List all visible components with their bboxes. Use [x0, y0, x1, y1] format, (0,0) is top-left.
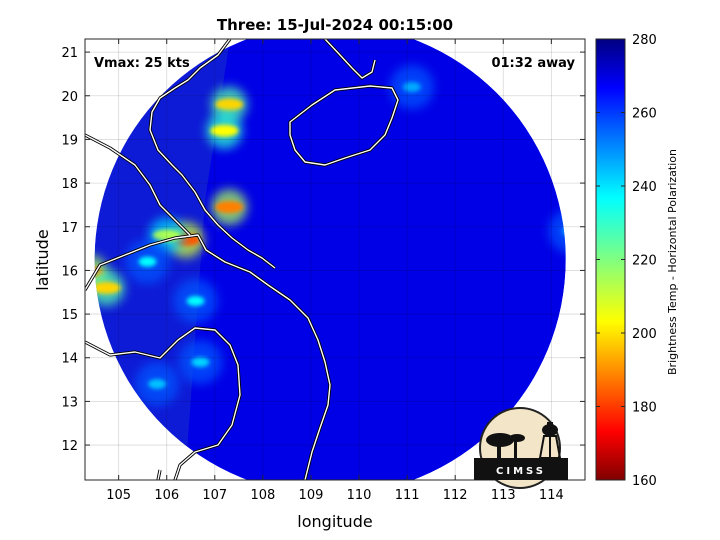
feature-point — [402, 82, 421, 93]
feature-point — [215, 201, 244, 214]
x-tick-label: 107 — [202, 488, 227, 503]
cimss-logo: CIMSS — [474, 407, 568, 489]
x-tick-label: 106 — [154, 488, 179, 503]
feature-point — [210, 124, 239, 137]
colorbar: 160 180 200 220 240 260 280 Brightness Temp - … — [595, 33, 679, 489]
y-tick-label: 15 — [61, 308, 78, 323]
vmax-annotation: Vmax: 25 kts — [94, 56, 190, 71]
feature-point — [215, 98, 244, 111]
feature-point — [148, 378, 167, 389]
feature-point — [138, 256, 157, 267]
colorbar-tick-label: 200 — [632, 327, 657, 342]
x-tick-label: 111 — [395, 488, 420, 503]
x-tick-label: 114 — [539, 488, 564, 503]
colorbar-tick-label: 160 — [632, 474, 657, 489]
x-tick-label: 110 — [347, 488, 372, 503]
x-tick-label: 113 — [491, 488, 516, 503]
colorbar-gradient — [595, 38, 626, 481]
x-ticks: 105 106 107 108 109 110 111 112 113 114 — [106, 39, 564, 503]
y-axis-label: latitude — [33, 229, 52, 290]
feature-halo — [548, 209, 566, 254]
y-ticks: 12 13 14 15 16 17 18 19 20 21 — [61, 46, 585, 454]
time-away-annotation: 01:32 away — [491, 56, 575, 71]
y-tick-label: 21 — [61, 46, 78, 61]
feature-point — [191, 357, 210, 368]
coastlines — [85, 39, 400, 480]
x-axis-label: longitude — [297, 512, 372, 531]
x-tick-label: 105 — [106, 488, 131, 503]
colorbar-ticks: 160 180 200 220 240 260 280 — [596, 33, 657, 489]
colorbar-tick-label: 180 — [632, 401, 657, 416]
colorbar-tick-label: 220 — [632, 254, 657, 269]
colorbar-tick-label: 280 — [632, 33, 657, 48]
y-tick-label: 12 — [61, 439, 78, 454]
y-tick-label: 13 — [61, 395, 78, 410]
feature-point — [186, 295, 205, 306]
axes-box — [84, 38, 586, 481]
chart-title: Three: 15-Jul-2024 00:15:00 — [217, 16, 453, 34]
x-tick-label: 109 — [299, 488, 324, 503]
cimss-logo-text: CIMSS — [496, 466, 546, 477]
x-tick-label: 108 — [250, 488, 275, 503]
y-tick-label: 16 — [61, 264, 78, 279]
colorbar-label: Brightness Temp - Horizontal Polarizatio… — [666, 149, 679, 375]
colorbar-tick-label: 260 — [632, 107, 657, 122]
y-tick-label: 19 — [61, 133, 78, 148]
feature-point — [94, 281, 121, 294]
grid-lines — [85, 39, 585, 480]
y-tick-label: 18 — [61, 177, 78, 192]
y-tick-label: 20 — [61, 90, 78, 105]
y-tick-label: 17 — [61, 221, 78, 236]
colorbar-tick-label: 240 — [632, 180, 657, 195]
x-tick-label: 112 — [443, 488, 468, 503]
y-tick-label: 14 — [61, 352, 78, 367]
